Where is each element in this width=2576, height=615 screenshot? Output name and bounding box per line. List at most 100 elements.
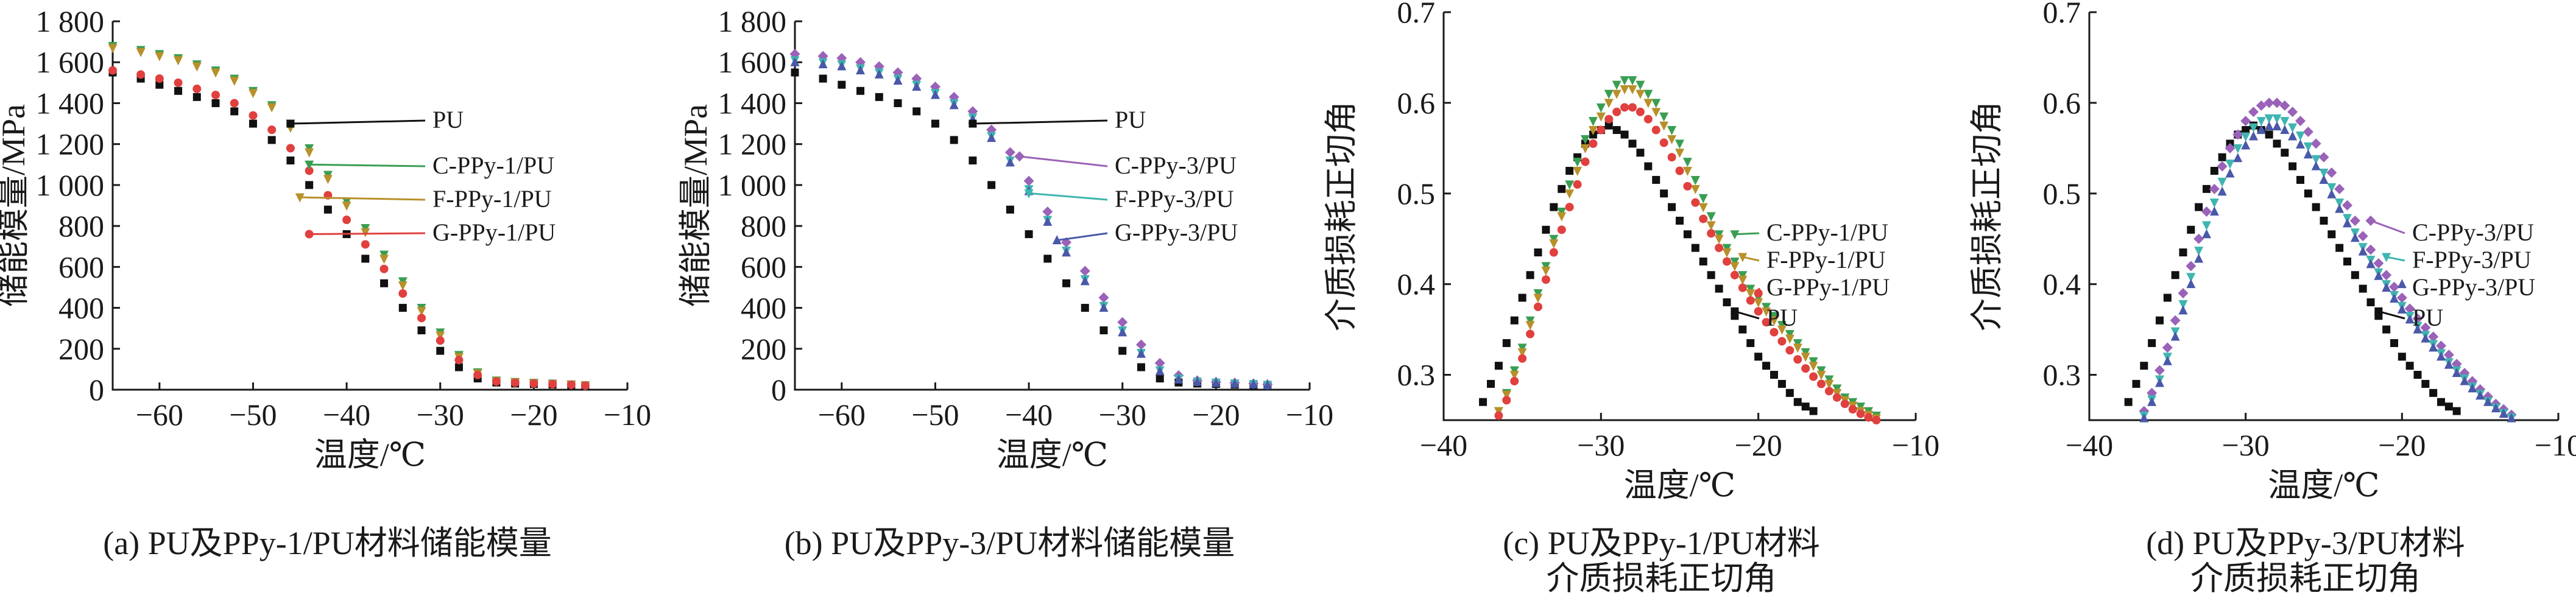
data-point	[211, 99, 220, 107]
data-point	[1801, 364, 1810, 373]
data-point	[1715, 284, 1723, 293]
data-point	[2373, 258, 2384, 269]
y-tick-label: 0.7	[2043, 0, 2081, 29]
data-point	[1699, 214, 1708, 223]
data-point	[2217, 161, 2228, 172]
data-point	[1730, 262, 1740, 272]
data-point	[2365, 244, 2376, 255]
data-point	[2335, 244, 2344, 252]
data-point	[1612, 80, 1621, 90]
data-point	[1746, 339, 1755, 347]
data-point	[1604, 114, 1614, 124]
data-point	[2241, 132, 2251, 142]
data-point	[2209, 183, 2220, 194]
y-tick-label: 1 000	[36, 168, 105, 202]
data-point	[2132, 379, 2140, 388]
data-point	[2186, 273, 2196, 283]
data-point	[1659, 121, 1669, 131]
x-tick-label: −40	[1420, 428, 1467, 462]
data-point	[1707, 229, 1716, 238]
data-point	[1659, 138, 1668, 147]
data-point	[1667, 153, 1676, 162]
data-point	[987, 181, 996, 189]
data-point	[1502, 339, 1511, 347]
data-point	[2225, 142, 2235, 153]
legend-label: C-PPy-3/PU	[2412, 219, 2534, 246]
legend-label: C-PPy-3/PU	[1115, 152, 1237, 179]
data-point	[230, 99, 239, 108]
data-point	[1706, 212, 1716, 222]
x-tick-label: −40	[2066, 428, 2113, 462]
data-point	[1565, 189, 1575, 199]
legend-label: C-PPy-1/PU	[1766, 219, 1888, 246]
data-point	[2249, 131, 2258, 141]
data-point	[2303, 149, 2313, 159]
series-c-ppy-3-pu	[2139, 97, 2517, 420]
y-tick-label: 0.5	[1397, 177, 1436, 211]
data-point	[894, 99, 902, 107]
data-point	[1777, 325, 1787, 335]
data-point	[2303, 142, 2313, 152]
data-point	[1494, 411, 1503, 420]
data-point	[1526, 329, 1535, 339]
data-point	[2311, 161, 2321, 170]
data-point	[837, 61, 847, 71]
data-point	[2335, 199, 2345, 208]
data-point	[1174, 374, 1184, 384]
panel-a-storage-modulus-ppy1: −60 −50 −40 −30 −20 −10 0 200 400 600 800 1 000 1 20…	[0, 4, 651, 561]
data-point	[1651, 99, 1661, 108]
data-point	[1541, 275, 1550, 284]
legend-leader	[2378, 310, 2405, 320]
data-point	[2163, 293, 2172, 302]
data-point	[2319, 174, 2329, 184]
data-point	[2420, 322, 2431, 333]
data-point	[949, 100, 959, 110]
data-point	[2256, 117, 2266, 127]
y-tick-label: 800	[58, 209, 104, 243]
data-point	[2179, 248, 2187, 257]
x-axis-title: 温度/℃	[2268, 467, 2379, 504]
data-point	[1487, 379, 1495, 388]
panel-d-loss-tangent-ppy3: −40 −30 −20 −100.30.40.50.60.7温度/℃介质损耗正切角(d…	[1969, 0, 2576, 597]
data-point	[2334, 183, 2345, 194]
legend-leader	[972, 119, 1108, 125]
legend-label: F-PPy-3/PU	[2412, 246, 2532, 273]
data-point	[2217, 186, 2227, 196]
data-point	[2178, 288, 2189, 299]
data-point	[1770, 371, 1778, 379]
data-point	[1154, 357, 1165, 368]
data-point	[136, 47, 146, 57]
data-point	[2327, 189, 2337, 199]
data-point	[2421, 333, 2430, 343]
data-point	[1824, 379, 1834, 389]
data-point	[1117, 317, 1128, 328]
data-point	[2444, 359, 2454, 369]
data-point	[361, 240, 370, 249]
data-point	[1675, 139, 1684, 149]
data-point	[1667, 126, 1677, 136]
y-tick-label: 1 400	[36, 86, 105, 120]
data-point	[2381, 270, 2392, 281]
data-point	[1604, 121, 1613, 130]
x-tick-label: −50	[229, 398, 277, 432]
data-point	[1501, 390, 1511, 400]
legend-leader	[2386, 256, 2405, 262]
data-point	[2405, 362, 2414, 370]
data-point	[1518, 354, 1527, 363]
data-point	[1565, 180, 1575, 190]
data-point	[1628, 85, 1637, 95]
x-tick-label: −30	[1099, 398, 1146, 432]
legend-leader	[1734, 232, 1760, 236]
data-point	[2248, 107, 2259, 118]
data-point	[1628, 103, 1637, 112]
data-point	[379, 255, 389, 264]
legend-label: PU	[2412, 304, 2443, 331]
data-point	[930, 90, 940, 99]
data-point	[2460, 376, 2469, 385]
legend-label: G-PPy-1/PU	[1766, 273, 1890, 301]
data-point	[1730, 270, 1739, 279]
data-point	[2202, 221, 2211, 231]
data-point	[1135, 339, 1146, 350]
data-point	[1525, 321, 1535, 331]
data-point	[1683, 181, 1692, 191]
